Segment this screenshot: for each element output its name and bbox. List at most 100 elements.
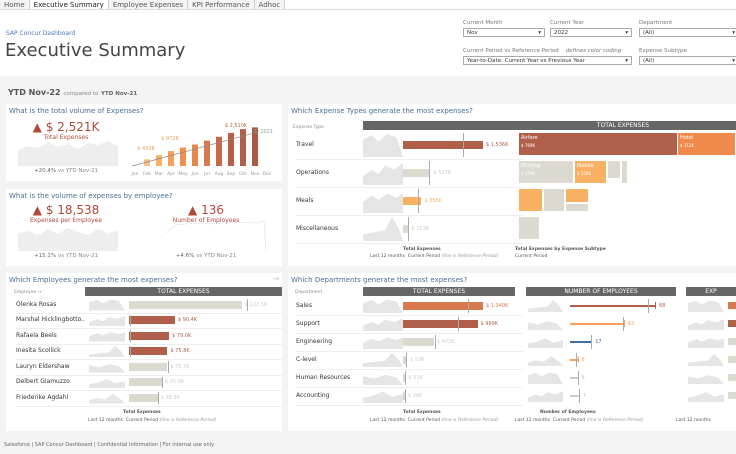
dropdown-arrow-icon: ▾ [538, 29, 541, 36]
employee-count-label: 68 [659, 303, 666, 309]
expense-bar[interactable] [403, 356, 408, 364]
expense-bar[interactable] [728, 320, 736, 327]
month-tick-label: Aug [215, 171, 224, 177]
expense-bar[interactable] [129, 300, 242, 309]
treemap-cell[interactable] [518, 216, 540, 240]
treemap-cell[interactable] [621, 160, 628, 184]
treemap-airfare[interactable]: Airfare $ 769K [518, 132, 678, 156]
employee-count-bar[interactable] [570, 323, 624, 325]
row-divider [296, 187, 523, 188]
up-triangle-icon: ▲ [188, 203, 198, 217]
tab-adhoc[interactable]: Adhoc [254, 0, 286, 9]
row-divider [16, 343, 282, 345]
expense-bar[interactable] [129, 393, 158, 402]
month-bar[interactable] [192, 144, 198, 166]
arrow-right-icon[interactable]: → [273, 275, 279, 283]
reference-trend-line [131, 131, 259, 167]
tab-kpi-performance[interactable]: KPI Performance [188, 0, 255, 9]
panel-title: What is the total volume of Expenses? [9, 107, 144, 115]
total-expenses-header: TOTAL EXPENSES [363, 287, 515, 296]
expense-bar[interactable] [403, 302, 483, 310]
row-label: Marshal Hicklingbotto.. [16, 316, 85, 324]
tab-executive-summary[interactable]: Executive Summary [29, 0, 109, 9]
expense-bar[interactable] [403, 141, 483, 149]
month-bar[interactable] [132, 165, 138, 166]
reference-line [647, 299, 649, 313]
expense-subtype-select[interactable]: (All) ▾ [639, 56, 736, 65]
departments-footnote: Total Expenses [403, 410, 441, 415]
treemap-hotel[interactable]: Hotel $ 312K [677, 132, 736, 156]
reference-line [130, 330, 132, 342]
month-bar[interactable] [240, 129, 246, 166]
treemap-cell[interactable] [565, 203, 589, 212]
reference-line [406, 353, 408, 367]
expense-bar[interactable] [728, 302, 736, 309]
month-tick-label: Oct [239, 171, 247, 177]
tab-home[interactable]: Home [0, 0, 30, 9]
expense-bar[interactable] [728, 356, 736, 363]
expenses-per-employee-kpi: ▲ $ 18,538 Expenses per Employee [29, 203, 103, 224]
expense-bar[interactable] [403, 392, 405, 400]
expense-bar[interactable] [728, 392, 736, 399]
expense-bar[interactable] [403, 320, 478, 328]
employees-sparkline [166, 220, 266, 252]
current-year-select[interactable]: 2022 ▾ [550, 28, 632, 37]
employee-count-bar[interactable] [570, 341, 592, 343]
month-bar[interactable] [228, 132, 234, 166]
row-label: Delbert Giamuzzo [16, 378, 70, 386]
treemap-cell[interactable] [518, 188, 543, 212]
employee-count-bar[interactable] [570, 377, 578, 379]
expense-bar[interactable] [403, 225, 409, 233]
trend-sparkline [688, 338, 724, 348]
employee-count-bar[interactable] [570, 359, 578, 361]
expense-bar[interactable] [403, 374, 406, 382]
month-bar[interactable] [252, 127, 258, 166]
reference-line [576, 353, 578, 367]
trend-sparkline [528, 338, 563, 348]
trend-sparkline [363, 318, 403, 331]
month-bar[interactable] [216, 136, 222, 166]
current-month-select[interactable]: Nov ▾ [463, 28, 545, 37]
expense-bar[interactable] [403, 197, 422, 205]
row-divider [296, 387, 523, 388]
trend-sparkline [363, 217, 403, 241]
department-select[interactable]: (All) ▾ [639, 28, 736, 37]
expense-bar[interactable] [728, 338, 736, 345]
expense-bar[interactable] [129, 362, 168, 371]
treemap-mobile[interactable]: Mobile $ 158K [574, 160, 607, 184]
month-tick-label: Sep [227, 171, 236, 177]
employee-count-label: 6 [581, 357, 585, 363]
trend-sparkline [89, 299, 125, 311]
month-bar[interactable] [168, 151, 174, 166]
employee-count-bar[interactable] [570, 395, 579, 397]
reference-line [130, 345, 132, 357]
expense-bar[interactable] [129, 316, 175, 325]
expense-bar[interactable] [403, 338, 434, 346]
reference-line [404, 371, 406, 385]
treemap-cell[interactable] [543, 188, 565, 212]
treemap-cell[interactable] [607, 160, 621, 179]
row-divider [296, 159, 523, 160]
expense-bar[interactable] [129, 347, 168, 356]
treemap-cell[interactable] [565, 188, 589, 203]
period-select[interactable]: Year-to-Date: Current Year vs Previous Y… [463, 56, 632, 65]
tab-employee-expenses[interactable]: Employee Expenses [108, 0, 189, 9]
treemap-printing[interactable]: Printing $ 269K [518, 160, 574, 184]
month-bar[interactable] [204, 140, 210, 166]
emp-footnote-2: Last 12 months Current Period (line is R… [515, 418, 644, 423]
reference-line [157, 392, 159, 404]
bar-value-label: $ 355K [424, 198, 443, 204]
month-bar[interactable] [156, 155, 162, 166]
employee-count-cap [655, 302, 656, 309]
month-bar[interactable] [144, 159, 150, 166]
header: SAP Concur Dashboard Executive Summary C… [0, 10, 736, 76]
month-bar[interactable] [180, 147, 186, 166]
employee-count-bar[interactable] [570, 305, 655, 307]
expense-bar[interactable] [728, 374, 736, 381]
expense-bar[interactable] [129, 378, 162, 387]
subtype-footnote-2: Current Period [515, 254, 548, 259]
reference-line [167, 361, 169, 373]
expense-bar[interactable] [129, 331, 170, 340]
expense-bar[interactable] [403, 169, 431, 177]
panel-title: What is the volume of expenses by employ… [9, 192, 173, 200]
